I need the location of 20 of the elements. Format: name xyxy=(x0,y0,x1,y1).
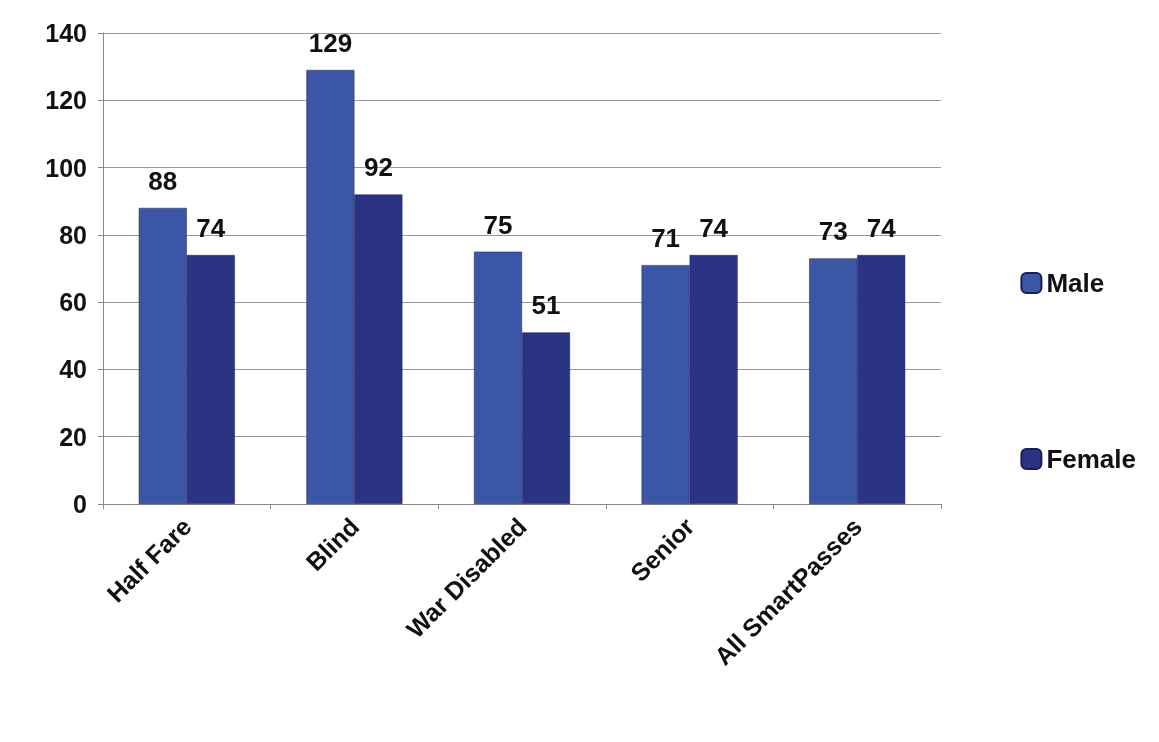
y-tick-label: 140 xyxy=(45,19,87,47)
data-label: 129 xyxy=(308,28,353,59)
y-tick-label: 60 xyxy=(59,288,87,317)
data-label: 73 xyxy=(818,216,848,247)
y-tick-label: 120 xyxy=(45,86,87,115)
data-label: 74 xyxy=(196,213,226,244)
data-label: 92 xyxy=(363,152,393,183)
legend-label: Male xyxy=(1046,268,1105,298)
y-tick-label: 20 xyxy=(59,422,87,451)
legend-label: Female xyxy=(1046,444,1137,474)
data-label: 74 xyxy=(866,213,897,244)
y-tick-label: 0 xyxy=(73,490,87,518)
data-label: 51 xyxy=(531,290,561,321)
data-label: 75 xyxy=(483,209,513,240)
data-label: 71 xyxy=(651,223,681,254)
data-label: 74 xyxy=(699,213,729,244)
y-tick-label: 80 xyxy=(59,220,87,249)
data-label: 88 xyxy=(148,165,178,196)
y-tick-label: 40 xyxy=(59,355,87,384)
y-tick-label: 100 xyxy=(45,153,87,182)
